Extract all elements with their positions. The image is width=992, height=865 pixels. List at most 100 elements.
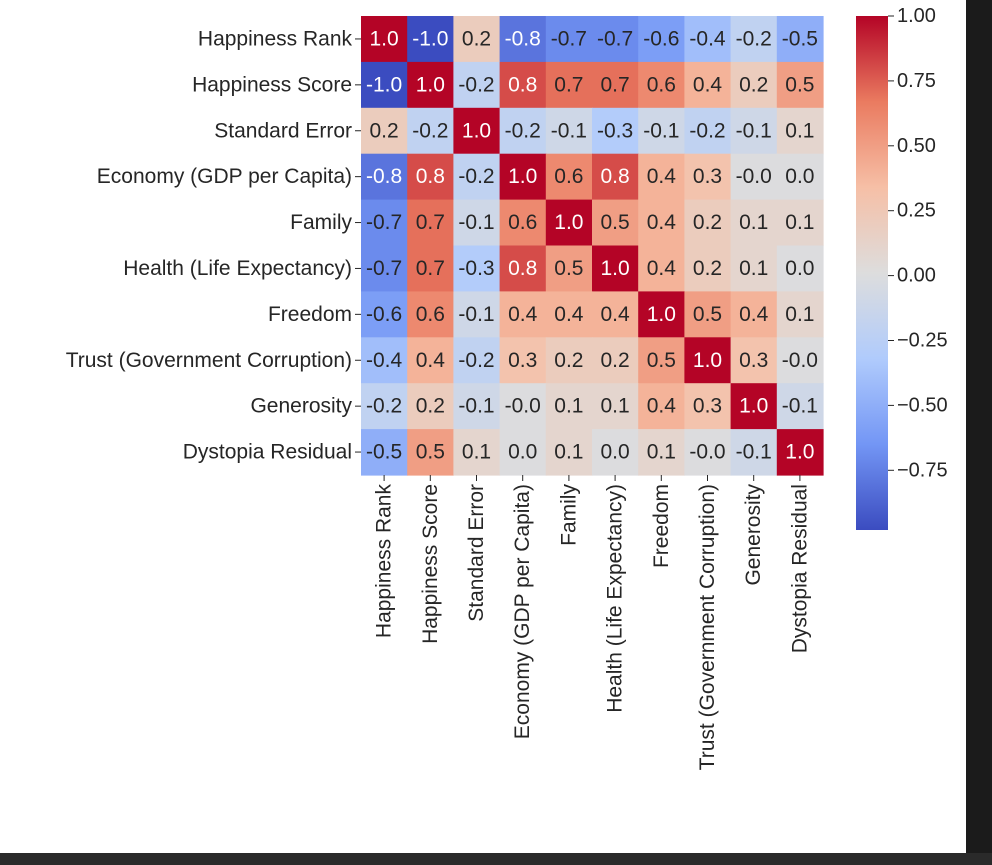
heatmap-cell xyxy=(545,199,593,247)
cell-value-label: -0.1 xyxy=(458,211,494,234)
row-label: Family xyxy=(290,211,352,234)
row-label: Standard Error xyxy=(214,119,352,142)
heatmap-cell xyxy=(453,337,501,384)
heatmap-cell xyxy=(776,383,824,430)
heatmap-cell xyxy=(776,153,824,201)
heatmap-cell xyxy=(499,245,547,292)
heatmap-cell xyxy=(407,16,454,63)
cell-value-label: 0.2 xyxy=(739,73,768,96)
cell-value-label: 0.1 xyxy=(739,257,768,280)
cell-value-label: 0.3 xyxy=(693,395,722,418)
cell-value-label: -0.8 xyxy=(366,165,402,188)
colorbar-gradient xyxy=(856,16,888,530)
cell-value-label: 1.0 xyxy=(416,73,445,96)
cell-value-label: 0.7 xyxy=(554,73,583,96)
heatmap-cell xyxy=(499,337,547,384)
cell-value-label: 0.2 xyxy=(693,257,722,280)
cell-value-label: -0.1 xyxy=(736,119,772,142)
heatmap-cell xyxy=(453,383,501,430)
heatmap-annotations: 1.0 -1.0 0.2 -0.8 -0.7 -0.7 -0.6 -0.4 -0.2 -0.5 -1… xyxy=(366,27,818,463)
column-label: Freedom xyxy=(650,484,673,568)
heatmap-cell xyxy=(730,199,778,247)
heatmap-cell xyxy=(684,291,732,338)
cell-value-label: 0.0 xyxy=(508,441,537,464)
cell-value-label: -0.2 xyxy=(458,73,494,96)
heatmap-cell xyxy=(499,107,547,155)
column-label: Happiness Score xyxy=(419,484,442,644)
heatmap-cell xyxy=(361,383,408,430)
column-labels: Happiness Rank Happiness Score Standard Er… xyxy=(373,475,811,770)
heatmap-cell xyxy=(361,245,408,292)
heatmap-cell xyxy=(592,107,639,155)
cell-value-label: 0.4 xyxy=(508,303,538,326)
heatmap-cell xyxy=(361,337,408,384)
cell-value-label: 0.5 xyxy=(785,73,814,96)
heatmap-cell xyxy=(361,429,408,476)
cell-value-label: -0.5 xyxy=(366,441,402,464)
cell-value-label: 0.5 xyxy=(693,303,722,326)
cell-value-label: -0.2 xyxy=(736,27,772,50)
row-label: Generosity xyxy=(250,395,352,418)
cell-value-label: -1.0 xyxy=(366,73,402,96)
cell-value-label: 0.4 xyxy=(416,349,446,372)
heatmap-cell xyxy=(499,16,547,63)
colorbar xyxy=(856,16,888,530)
column-label: Happiness Rank xyxy=(373,484,396,639)
cell-value-label: 0.8 xyxy=(508,73,537,96)
cell-value-label: 0.5 xyxy=(600,211,629,234)
heatmap-cell xyxy=(592,291,639,338)
cell-value-label: 1.0 xyxy=(600,257,629,280)
heatmap-cells xyxy=(361,16,824,476)
heatmap-cell xyxy=(730,245,778,292)
heatmap-cell xyxy=(592,337,639,384)
heatmap-cell xyxy=(638,245,685,292)
cell-value-label: 0.1 xyxy=(554,395,583,418)
heatmap-cell xyxy=(776,245,824,292)
cell-value-label: -0.6 xyxy=(643,27,679,50)
cell-value-label: 1.0 xyxy=(554,211,583,234)
cell-value-label: -1.0 xyxy=(412,27,448,50)
cell-value-label: -0.1 xyxy=(551,119,587,142)
heatmap-cell xyxy=(592,61,639,109)
heatmap-cell xyxy=(453,429,501,476)
row-label: Happiness Rank xyxy=(198,27,353,50)
heatmap-cell xyxy=(638,429,685,476)
colorbar-tick-label: 0.50 xyxy=(897,135,936,157)
cell-value-label: 0.1 xyxy=(739,211,768,234)
heatmap-cell xyxy=(592,383,639,430)
heatmap-cell xyxy=(545,337,593,384)
cell-value-label: 0.1 xyxy=(785,211,814,234)
cell-value-label: -0.1 xyxy=(736,441,772,464)
cell-value-label: -0.3 xyxy=(458,257,494,280)
heatmap-cell xyxy=(638,337,685,384)
cell-value-label: -0.3 xyxy=(597,119,633,142)
cell-value-label: 0.8 xyxy=(416,165,445,188)
heatmap-cell xyxy=(361,153,408,201)
heatmap-cell xyxy=(730,383,778,430)
cell-value-label: 1.0 xyxy=(369,27,398,50)
column-label: Trust (Government Corruption) xyxy=(696,484,719,770)
cell-value-label: 0.4 xyxy=(647,211,677,234)
heatmap-cell xyxy=(684,337,732,384)
heatmap-cell xyxy=(638,61,685,109)
cell-value-label: 0.0 xyxy=(600,441,629,464)
row-label: Health (Life Expectancy) xyxy=(123,257,352,280)
heatmap-cell xyxy=(776,337,824,384)
heatmap-cell xyxy=(545,107,593,155)
cell-value-label: 0.1 xyxy=(785,303,814,326)
cell-value-label: 0.4 xyxy=(600,303,630,326)
horizontal-scrollbar[interactable] xyxy=(0,853,992,865)
heatmap-cell xyxy=(684,429,732,476)
heatmap-cell xyxy=(684,245,732,292)
cell-value-label: -0.4 xyxy=(366,349,403,372)
cell-value-label: 0.5 xyxy=(554,257,583,280)
cell-value-label: 0.4 xyxy=(647,257,677,280)
cell-value-label: 0.4 xyxy=(647,165,677,188)
row-label: Trust (Government Corruption) xyxy=(66,349,352,372)
vertical-scrollbar[interactable] xyxy=(966,0,992,853)
heatmap-cell xyxy=(407,199,454,247)
cell-value-label: 0.7 xyxy=(416,257,445,280)
heatmap-cell xyxy=(407,383,454,430)
cell-value-label: -0.4 xyxy=(689,27,726,50)
heatmap-cell xyxy=(453,153,501,201)
